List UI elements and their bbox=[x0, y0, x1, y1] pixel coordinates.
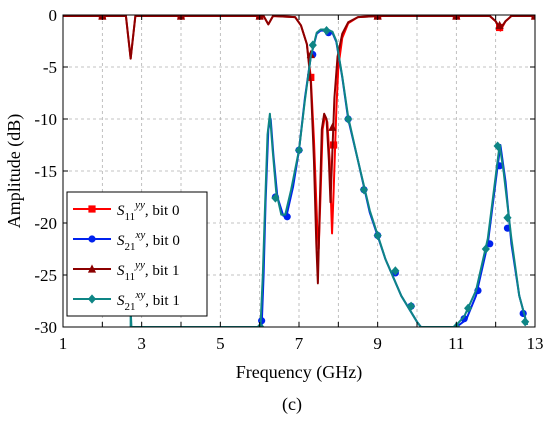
x-axis-title: Frequency (GHz) bbox=[236, 362, 362, 383]
legend-marker bbox=[88, 235, 96, 243]
series-marker-3 bbox=[495, 20, 504, 29]
series-marker-4 bbox=[344, 114, 353, 124]
legend-marker bbox=[88, 205, 96, 213]
legend-marker bbox=[87, 264, 97, 273]
legend-entry-4: S21xy, bit 1 bbox=[73, 289, 180, 313]
series-line-3 bbox=[63, 15, 535, 285]
series-marker-3 bbox=[328, 122, 337, 131]
series-marker-4 bbox=[322, 26, 331, 36]
x-tick-label: 7 bbox=[295, 334, 304, 353]
y-tick-label: -15 bbox=[34, 162, 57, 181]
y-tick-label: -25 bbox=[34, 266, 57, 285]
x-tick-label: 11 bbox=[448, 334, 464, 353]
series-line-4 bbox=[129, 28, 529, 327]
x-tick-label: 3 bbox=[137, 334, 146, 353]
figure-caption: (c) bbox=[282, 394, 302, 415]
y-tick-label: -10 bbox=[34, 110, 57, 129]
series-4 bbox=[129, 26, 530, 327]
y-tick-label: -5 bbox=[43, 58, 57, 77]
series-marker-4 bbox=[464, 303, 473, 313]
legend-label: S21xy, bit 1 bbox=[117, 289, 180, 313]
series-marker-4 bbox=[493, 141, 502, 151]
series-marker-2 bbox=[460, 315, 468, 323]
series-marker-4 bbox=[503, 213, 512, 223]
ticks: 1 3 5 7 9 11 130-5-10-15-20-25-30 bbox=[34, 6, 543, 353]
series-marker-4 bbox=[407, 301, 416, 311]
series-3 bbox=[63, 15, 535, 285]
series-marker-4 bbox=[521, 317, 530, 327]
y-tick-label: -30 bbox=[34, 318, 57, 337]
legend-box bbox=[66, 191, 208, 317]
legend-marker bbox=[87, 294, 97, 304]
legend-label: S21xy, bit 0 bbox=[117, 229, 180, 253]
legend-entry-1: S11yy, bit 0 bbox=[73, 199, 179, 223]
legend-entry-3: S11yy, bit 1 bbox=[73, 259, 179, 283]
y-tick-label: -20 bbox=[34, 214, 57, 233]
series-marker-4 bbox=[359, 185, 368, 195]
series-marker-4 bbox=[481, 244, 490, 254]
series-marker-4 bbox=[256, 322, 265, 327]
legend-label: S11yy, bit 1 bbox=[117, 259, 179, 283]
x-tick-label: 1 bbox=[59, 334, 68, 353]
y-tick-label: 0 bbox=[49, 6, 58, 25]
series-marker-4 bbox=[271, 193, 280, 203]
series-marker-3 bbox=[530, 15, 535, 20]
series-marker-4 bbox=[373, 230, 382, 241]
series-marker-4 bbox=[391, 266, 400, 276]
x-tick-label: 5 bbox=[216, 334, 225, 353]
x-tick-label: 13 bbox=[527, 334, 544, 353]
series-marker-4 bbox=[294, 145, 304, 155]
series-marker-4 bbox=[308, 40, 317, 50]
legend: S11yy, bit 0 S21xy, bit 0 S11yy, bit 1 S21x… bbox=[66, 191, 208, 317]
series-layer bbox=[63, 15, 535, 327]
legend-entry-2: S21xy, bit 0 bbox=[73, 229, 180, 253]
y-axis-title: Amplitude (dB) bbox=[4, 114, 25, 229]
legend-label: S11yy, bit 0 bbox=[117, 199, 179, 223]
x-tick-label: 9 bbox=[373, 334, 382, 353]
